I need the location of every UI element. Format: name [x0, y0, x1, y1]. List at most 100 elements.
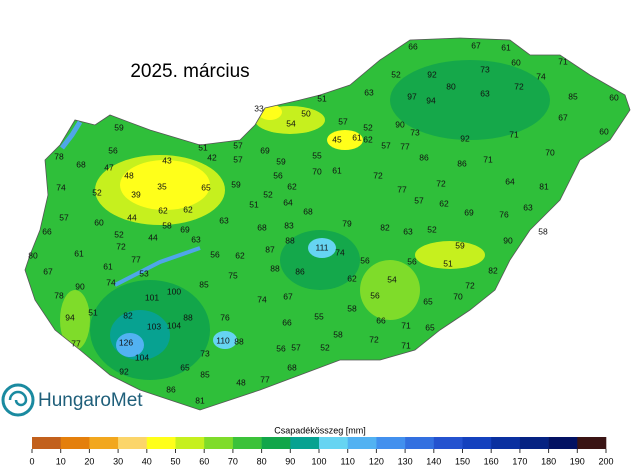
station-value: 52	[114, 229, 124, 239]
station-value: 60	[609, 92, 619, 102]
station-value: 59	[231, 179, 241, 189]
station-value: 72	[436, 178, 446, 188]
lake-balaton	[114, 246, 201, 287]
legend-swatch	[462, 437, 492, 449]
station-value: 86	[295, 266, 305, 276]
station-value: 35	[157, 181, 167, 191]
station-value: 111	[316, 242, 329, 252]
station-value: 86	[419, 152, 429, 162]
station-value: 63	[403, 226, 413, 236]
legend-swatch	[204, 437, 234, 449]
station-value: 85	[568, 91, 578, 101]
station-value: 104	[167, 320, 181, 330]
station-value: 61	[352, 132, 362, 142]
station-value: 92	[427, 69, 437, 79]
station-value: 97	[407, 91, 417, 101]
station-value: 52	[263, 189, 273, 199]
station-value: 82	[488, 265, 498, 275]
station-value: 65	[423, 296, 433, 306]
station-value: 67	[283, 291, 293, 301]
station-value: 63	[191, 234, 201, 244]
station-value: 67	[471, 40, 481, 50]
station-value: 50	[301, 108, 311, 118]
station-value: 72	[373, 170, 383, 180]
station-value: 56	[108, 145, 118, 155]
station-value: 68	[76, 159, 86, 169]
station-value: 88	[183, 312, 193, 322]
station-value: 45	[332, 134, 342, 144]
station-value: 65	[425, 322, 435, 332]
station-value: 69	[180, 224, 190, 234]
station-value: 56	[276, 343, 286, 353]
legend-swatch	[32, 437, 61, 449]
legend-tick-label: 120	[369, 456, 384, 466]
station-value: 80	[446, 81, 456, 91]
station-value: 83	[284, 220, 294, 230]
legend-swatch	[347, 437, 377, 449]
legend-swatch	[60, 437, 90, 449]
station-value: 39	[131, 189, 141, 199]
station-value: 78	[54, 290, 64, 300]
legend-tick-label: 200	[598, 456, 613, 466]
station-value: 63	[219, 215, 229, 225]
station-value: 77	[71, 338, 81, 348]
station-value: 94	[65, 312, 75, 322]
station-value: 88	[270, 263, 280, 273]
station-value: 62	[439, 198, 449, 208]
legend-tick-label: 60	[199, 456, 209, 466]
station-value: 74	[257, 294, 267, 304]
station-value: 62	[287, 181, 297, 191]
station-value: 68	[303, 206, 313, 216]
legend-tick-label: 110	[341, 456, 355, 466]
station-value: 62	[235, 250, 245, 260]
station-value: 88	[285, 235, 295, 245]
legend-swatch	[433, 437, 463, 449]
legend-tick-label: 150	[455, 456, 470, 466]
station-value: 80	[28, 250, 38, 260]
legend-swatch	[519, 437, 549, 449]
station-value: 62	[363, 134, 373, 144]
legend-tick-label: 40	[142, 456, 152, 466]
station-value: 52	[92, 187, 102, 197]
station-value: 66	[376, 315, 386, 325]
logo: HungaroMet	[1, 383, 143, 417]
station-value: 88	[234, 336, 244, 346]
station-value: 77	[400, 141, 410, 151]
station-value: 57	[59, 212, 69, 222]
station-value: 100	[167, 286, 181, 296]
station-value: 61	[74, 248, 84, 258]
legend-tick-label: 140	[426, 456, 441, 466]
legend-tick-label: 180	[541, 456, 556, 466]
station-value: 51	[249, 199, 259, 209]
station-value: 56	[370, 290, 380, 300]
station-value: 65	[201, 182, 211, 192]
station-value: 61	[103, 261, 113, 271]
station-value: 64	[283, 197, 293, 207]
legend-swatch	[319, 437, 348, 449]
legend-swatch	[577, 437, 607, 449]
station-value: 64	[505, 176, 515, 186]
station-value: 57	[338, 116, 348, 126]
station-value: 44	[127, 212, 137, 222]
station-value: 69	[260, 145, 270, 155]
station-value: 72	[369, 334, 379, 344]
legend-swatch	[491, 437, 521, 449]
station-value: 47	[104, 162, 114, 172]
station-value: 75	[228, 270, 238, 280]
legend: 0 10 20 30 40 50 60 70 80 90 100 110 120 130 140 150 160…	[29, 437, 614, 466]
station-value: 81	[195, 395, 205, 405]
legend-swatch	[232, 437, 262, 449]
station-value: 62	[158, 205, 168, 215]
station-value: 57	[233, 154, 243, 164]
station-value: 71	[509, 129, 519, 139]
station-value: 56	[407, 256, 417, 266]
station-value: 73	[200, 348, 210, 358]
station-value: 54	[387, 274, 397, 284]
legend-tick-label: 70	[228, 456, 238, 466]
station-value: 70	[545, 147, 555, 157]
legend-tick-label: 130	[398, 456, 413, 466]
logo-text: HungaroMet	[38, 390, 143, 411]
station-value: 77	[131, 254, 141, 264]
